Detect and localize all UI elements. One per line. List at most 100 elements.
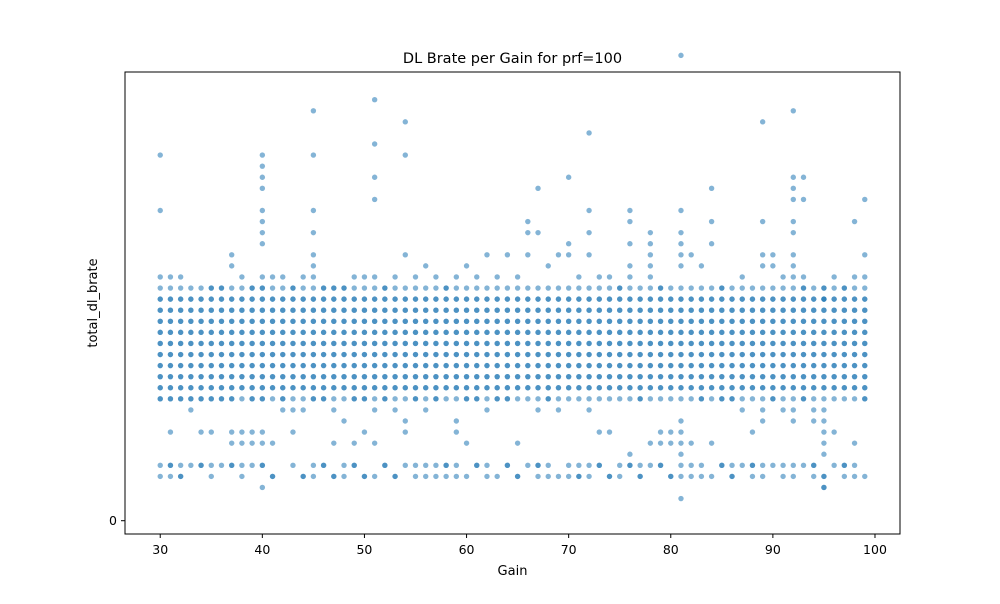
data-point: [780, 274, 786, 280]
data-point: [627, 340, 633, 347]
data-point: [249, 340, 255, 347]
data-point: [749, 429, 756, 435]
data-point: [249, 351, 255, 358]
data-point: [392, 329, 398, 336]
data-point: [188, 318, 194, 324]
data-point: [657, 462, 664, 469]
data-point: [535, 185, 541, 192]
data-point: [443, 373, 449, 380]
data-point: [198, 318, 204, 324]
x-ticks: 30 40 50 60 70 80 90 100: [152, 534, 887, 557]
data-point: [678, 285, 684, 291]
data-point: [678, 252, 684, 258]
data-point: [310, 462, 317, 469]
data-point: [484, 396, 490, 402]
data-point: [862, 396, 868, 402]
data-point: [708, 307, 715, 313]
y-tick-label: 0: [109, 513, 117, 528]
data-point: [678, 495, 684, 502]
data-point: [269, 440, 276, 446]
data-point: [719, 329, 725, 336]
data-point: [463, 340, 470, 347]
data-point: [678, 385, 684, 391]
data-point: [331, 318, 337, 324]
data-point: [851, 462, 858, 469]
data-point: [617, 473, 623, 480]
data-point: [657, 351, 664, 358]
data-point: [198, 307, 204, 313]
data-point: [739, 340, 745, 347]
data-point: [862, 473, 868, 480]
data-point: [290, 307, 296, 313]
data-point: [637, 473, 643, 480]
data-point: [310, 263, 317, 269]
data-point: [770, 318, 776, 324]
data-point: [739, 329, 745, 336]
data-point: [198, 396, 204, 402]
data-point: [790, 396, 796, 402]
data-point: [627, 218, 633, 225]
data-point: [371, 274, 378, 280]
data-point: [361, 296, 368, 302]
data-point: [514, 285, 521, 291]
data-point: [249, 362, 255, 369]
data-point: [831, 373, 837, 380]
data-point: [443, 340, 449, 347]
data-point: [310, 296, 317, 302]
data-point: [800, 196, 807, 203]
data-point: [688, 329, 694, 336]
data-point: [811, 396, 817, 402]
data-point: [188, 396, 194, 402]
data-point: [688, 473, 694, 480]
data-point: [412, 296, 419, 302]
data-point: [790, 263, 796, 269]
data-point: [790, 252, 796, 258]
data-point: [627, 451, 633, 457]
data-point: [821, 296, 827, 302]
data-point: [351, 274, 357, 280]
data-point: [525, 373, 531, 380]
data-point: [453, 385, 460, 391]
data-point: [382, 385, 388, 391]
data-point: [320, 318, 327, 324]
data-point: [668, 318, 674, 324]
data-point: [698, 473, 705, 480]
data-point: [331, 351, 337, 358]
data-point: [463, 396, 470, 402]
data-point: [514, 373, 521, 380]
data-point: [494, 285, 500, 291]
data-point: [157, 307, 163, 313]
data-point: [647, 396, 654, 402]
data-point: [647, 318, 654, 324]
data-point: [300, 351, 306, 358]
data-point: [371, 174, 378, 180]
data-point: [249, 318, 255, 324]
x-tick-label: 80: [663, 542, 679, 557]
data-point: [351, 462, 357, 469]
data-point: [218, 340, 225, 347]
data-point: [586, 373, 592, 380]
data-point: [678, 462, 684, 469]
data-point: [535, 340, 541, 347]
data-point: [463, 296, 470, 302]
data-point: [729, 285, 735, 291]
data-point: [239, 318, 245, 324]
data-point: [821, 385, 827, 391]
data-point: [647, 340, 654, 347]
data-point: [770, 263, 776, 269]
data-point: [576, 396, 582, 402]
data-point: [637, 362, 643, 369]
data-point: [392, 318, 398, 324]
data-point: [290, 429, 296, 435]
data-point: [361, 307, 368, 313]
data-point: [463, 285, 470, 291]
data-point: [494, 307, 500, 313]
data-point: [331, 407, 337, 413]
data-point: [627, 241, 633, 247]
data-point: [596, 329, 602, 336]
data-point: [668, 362, 674, 369]
data-point: [657, 385, 664, 391]
data-point: [453, 429, 460, 435]
data-point: [280, 373, 286, 380]
data-point: [382, 373, 388, 380]
